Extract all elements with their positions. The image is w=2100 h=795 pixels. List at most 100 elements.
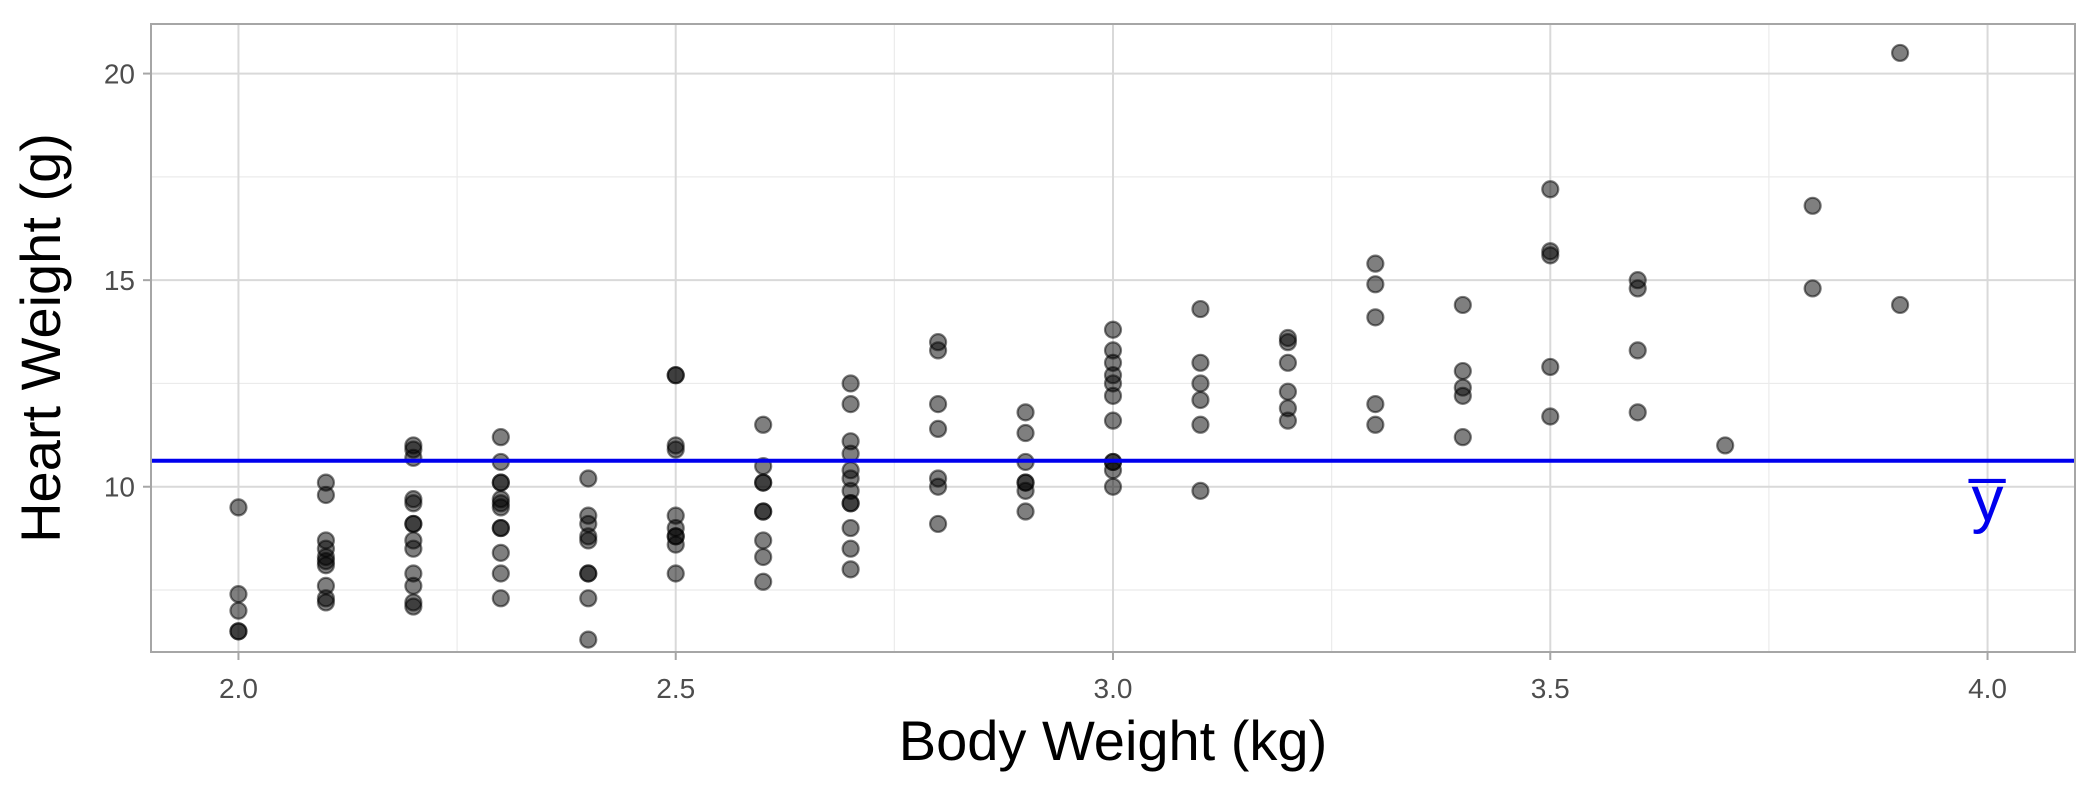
y-axis-ticks: 10 15 20 — [104, 59, 151, 503]
data-point — [1366, 254, 1385, 273]
data-point — [1191, 299, 1210, 319]
data-point — [1890, 295, 1910, 315]
data-point — [1191, 415, 1210, 434]
data-point — [754, 473, 773, 492]
data-point — [1803, 196, 1822, 215]
data-point — [229, 498, 248, 517]
x-tick-label: 3.0 — [1094, 673, 1133, 704]
data-point — [841, 374, 860, 393]
data-point — [841, 560, 860, 579]
data-point — [579, 630, 598, 649]
data-point — [579, 469, 598, 488]
data-point — [666, 564, 685, 583]
data-point — [404, 514, 423, 534]
data-point — [404, 564, 423, 583]
data-point — [1016, 423, 1035, 443]
data-point — [491, 428, 510, 447]
data-point — [1103, 320, 1123, 339]
mean-reference-label: y̅ — [1968, 463, 2006, 535]
data-point — [1016, 473, 1035, 492]
data-point — [928, 469, 948, 488]
data-point — [666, 366, 685, 385]
data-point — [754, 502, 773, 521]
data-point — [579, 564, 598, 583]
data-point — [229, 601, 248, 620]
data-point — [1366, 415, 1385, 434]
data-point — [928, 419, 948, 438]
data-point — [1016, 403, 1035, 422]
data-point — [579, 589, 598, 608]
data-point — [928, 333, 948, 352]
data-point — [491, 589, 510, 608]
data-point — [1541, 407, 1560, 426]
data-point — [1191, 374, 1210, 393]
data-point — [754, 415, 773, 434]
data-point — [491, 564, 510, 583]
data-point — [1366, 395, 1385, 414]
data-point — [404, 490, 423, 509]
data-point — [1541, 357, 1560, 377]
x-tick-label: 3.5 — [1531, 673, 1570, 704]
data-point — [1453, 428, 1472, 447]
data-point — [666, 506, 685, 525]
data-point — [928, 514, 948, 534]
data-point — [1541, 242, 1560, 261]
data-point — [1103, 341, 1123, 360]
data-point — [754, 531, 773, 550]
data-point — [1191, 353, 1210, 372]
data-point — [928, 395, 948, 414]
data-point — [1103, 411, 1123, 430]
data-point — [316, 531, 336, 550]
data-point — [841, 539, 860, 558]
x-tick-label: 2.5 — [656, 673, 695, 704]
data-point — [841, 518, 860, 538]
data-point — [1453, 378, 1472, 397]
data-point — [1453, 295, 1472, 315]
data-point — [1890, 43, 1910, 63]
data-point — [754, 547, 773, 567]
data-point — [491, 543, 510, 562]
data-point — [404, 531, 423, 550]
data-point — [404, 593, 423, 612]
data-point — [1278, 353, 1298, 372]
data-point — [316, 473, 336, 492]
data-point — [1366, 308, 1385, 327]
data-point — [1278, 328, 1298, 348]
data-point — [841, 461, 860, 480]
data-point — [316, 576, 336, 595]
data-point — [1278, 399, 1298, 418]
data-point — [1453, 361, 1472, 381]
data-point — [1628, 341, 1647, 360]
data-point — [1628, 271, 1647, 290]
y-axis-title: Heart Weight (g) — [9, 133, 72, 543]
data-point — [1803, 279, 1822, 298]
x-axis-title: Body Weight (kg) — [899, 709, 1327, 772]
data-point — [491, 518, 510, 538]
data-point — [491, 490, 510, 509]
data-point — [1366, 275, 1385, 294]
x-tick-label: 4.0 — [1968, 673, 2007, 704]
data-point — [404, 436, 423, 455]
data-point — [841, 432, 860, 451]
x-axis-ticks: 2.0 2.5 3.0 3.5 4.0 — [219, 652, 2007, 704]
data-point — [1191, 481, 1210, 500]
x-tick-label: 2.0 — [219, 673, 258, 704]
data-points — [229, 43, 1910, 649]
data-point — [1191, 390, 1210, 410]
y-tick-label: 15 — [104, 265, 135, 296]
data-point — [754, 572, 773, 591]
data-point — [1716, 436, 1735, 455]
y-tick-label: 20 — [104, 59, 135, 90]
data-point — [1628, 403, 1647, 422]
data-point — [841, 395, 860, 414]
data-point — [1541, 180, 1560, 199]
data-point — [229, 585, 248, 604]
data-point — [1278, 382, 1298, 401]
data-point — [666, 436, 685, 455]
data-point — [1103, 477, 1123, 496]
data-point — [491, 473, 510, 492]
data-point — [1016, 502, 1035, 521]
data-point — [229, 622, 248, 641]
y-tick-label: 10 — [104, 472, 135, 503]
